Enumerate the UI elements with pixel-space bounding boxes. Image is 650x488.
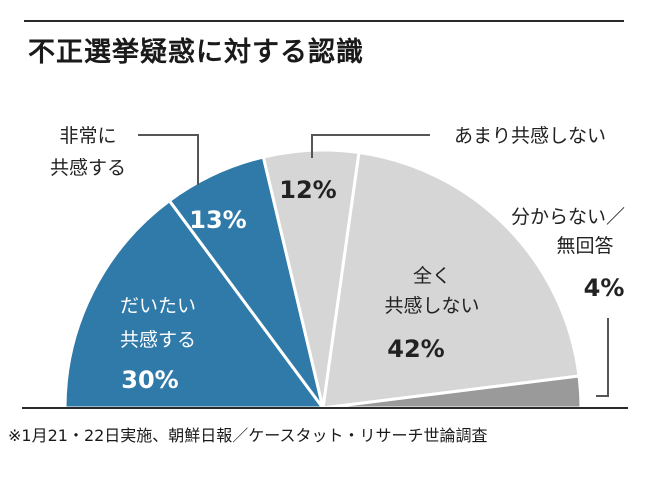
slice-value-3: 42% bbox=[387, 335, 444, 363]
slice-label-0-line-1: 共感する bbox=[120, 329, 196, 351]
leader-somewhat-disagree bbox=[311, 134, 430, 158]
slice-label-3-line-1: 共感しない bbox=[384, 295, 479, 317]
leader-strongly-agree bbox=[138, 134, 199, 185]
slice-strongly-disagree bbox=[321, 151, 581, 410]
footnote: ※1月21・22日実施、朝鮮日報／ケースタット・リサーチ世論調査 bbox=[8, 426, 488, 445]
slice-value-0: 30% bbox=[121, 366, 178, 394]
chart-title: 不正選挙疑惑に対する認識 bbox=[28, 37, 364, 68]
slice-value-2: 12% bbox=[279, 176, 336, 204]
leader-dont-know bbox=[596, 318, 609, 397]
slice-label-2-line-0: あまり共感しない bbox=[454, 125, 606, 147]
slice-label-1-line-1: 共感する bbox=[50, 157, 126, 179]
slice-mostly-agree bbox=[63, 199, 325, 410]
slice-value-4: 4% bbox=[584, 274, 625, 302]
slice-label-0-line-0: だいたい bbox=[120, 295, 196, 317]
slice-label-4-line-0: 分からない／ bbox=[511, 206, 625, 228]
slice-label-3-line-0: 全く bbox=[413, 265, 451, 287]
slice-label-1-line-0: 非常に bbox=[59, 125, 116, 147]
slice-value-1: 13% bbox=[189, 206, 246, 234]
slice-label-4-line-1: 無回答 bbox=[556, 235, 613, 257]
top-rule bbox=[24, 20, 624, 22]
